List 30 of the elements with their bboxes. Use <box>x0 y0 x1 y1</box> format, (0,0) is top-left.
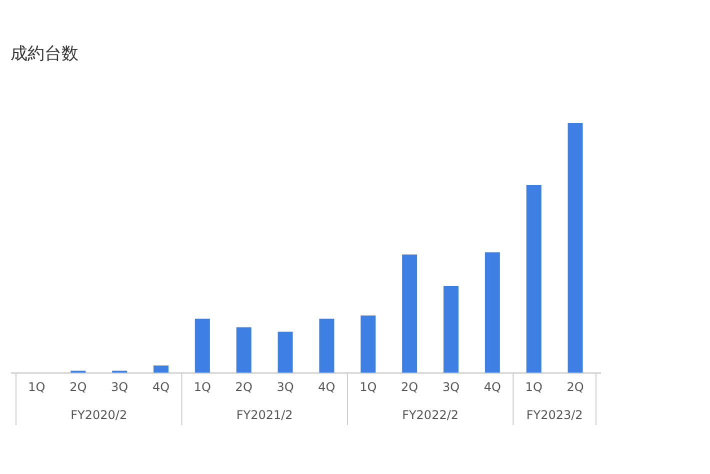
bar <box>278 332 293 373</box>
bar <box>236 327 252 373</box>
bar <box>360 316 376 373</box>
bar <box>154 366 168 373</box>
x-tick-label: 3Q <box>111 380 128 394</box>
bar <box>526 185 542 373</box>
x-tick-label: 1Q <box>28 380 46 394</box>
bar <box>319 318 334 373</box>
text: FY2022/2 <box>402 408 459 422</box>
bar <box>194 318 210 373</box>
x-tick-label: 4Q <box>318 380 336 394</box>
text: FY2023/2 <box>526 408 583 422</box>
x-tick-label: 3Q <box>442 380 460 394</box>
text: FY2020/2 <box>70 408 128 422</box>
bar <box>484 252 500 373</box>
x-tick-label: 1Q <box>194 380 211 394</box>
x-tick-label: 2Q <box>566 380 584 394</box>
chart-title: 成約台数 <box>10 44 78 64</box>
x-tick-label: 2Q <box>401 380 418 394</box>
x-tick-label: 1Q <box>525 380 542 394</box>
x-tick-label: 4Q <box>484 380 501 394</box>
bar <box>444 286 458 373</box>
x-tick-label: 4Q <box>152 380 170 394</box>
text: FY2021/2 <box>236 408 293 422</box>
x-tick-label: 3Q <box>276 380 294 394</box>
bar <box>568 123 583 373</box>
x-tick-label: 2Q <box>235 380 252 394</box>
x-tick-label: 1Q <box>360 380 377 394</box>
x-tick-label: 2Q <box>70 380 87 394</box>
bar <box>402 254 418 373</box>
